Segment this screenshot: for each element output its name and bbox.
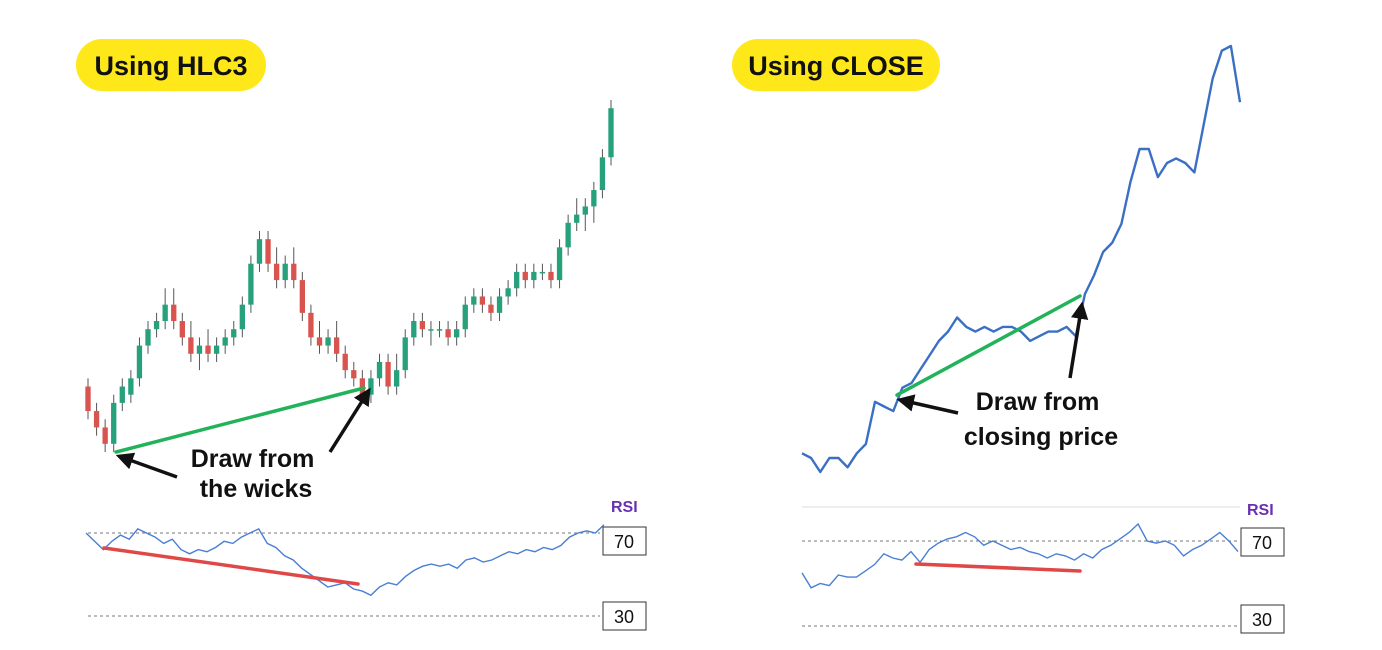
candle-body bbox=[574, 214, 580, 223]
right-rsi-30-box bbox=[1240, 604, 1285, 634]
candle-body bbox=[111, 402, 117, 444]
candle-body bbox=[411, 321, 417, 338]
candle-body bbox=[556, 247, 563, 281]
left-rsi-70-label: 70 bbox=[614, 532, 634, 552]
candle-body bbox=[351, 370, 357, 379]
left-annotation: Draw from the wicks bbox=[191, 445, 322, 503]
right-rsi-divergence-line bbox=[914, 562, 1082, 573]
left-rsi-label: RSI bbox=[611, 499, 638, 516]
right-arrow-to-first-low bbox=[896, 394, 959, 415]
left-arrow-to-first-low bbox=[115, 452, 178, 479]
right-badge-label: Using CLOSE bbox=[748, 51, 924, 81]
right-support-line bbox=[895, 294, 1082, 397]
left-rsi-30-box bbox=[602, 601, 647, 631]
candle-body bbox=[454, 329, 460, 338]
candle-body bbox=[102, 427, 108, 444]
candle-body bbox=[299, 280, 306, 313]
left-rsi-line bbox=[85, 524, 605, 597]
candle-body bbox=[325, 337, 331, 346]
left-annotation-line-1: Draw from bbox=[191, 445, 315, 473]
candle-body bbox=[608, 108, 614, 158]
candle-body bbox=[162, 304, 168, 322]
candle-body bbox=[213, 345, 220, 354]
candle-body bbox=[153, 321, 160, 330]
candle-body bbox=[136, 345, 143, 379]
candle-body bbox=[488, 304, 494, 313]
right-rsi-70-box bbox=[1240, 527, 1285, 557]
candle-body bbox=[496, 296, 503, 313]
candle-body bbox=[471, 296, 477, 305]
candle-body bbox=[248, 263, 254, 305]
candle-body bbox=[282, 263, 288, 281]
candle-body bbox=[428, 329, 434, 331]
candle-body bbox=[145, 329, 151, 346]
left-rsi-30-label: 30 bbox=[614, 607, 634, 627]
candle-body bbox=[565, 222, 571, 248]
candle-body bbox=[393, 370, 400, 387]
candle-body bbox=[222, 337, 228, 346]
right-panel: Using CLOSE Draw from closing price RSI … bbox=[732, 39, 1285, 634]
right-badge-bg bbox=[732, 39, 940, 91]
right-rsi-label: RSI bbox=[1247, 502, 1274, 519]
left-support-line bbox=[114, 386, 366, 454]
candle-body bbox=[119, 386, 125, 403]
candle-body bbox=[359, 378, 366, 395]
left-rsi-divergence-line bbox=[102, 546, 360, 586]
candle-body bbox=[333, 337, 340, 354]
candle-body bbox=[368, 378, 374, 395]
left-rsi-70-box bbox=[602, 526, 647, 556]
right-annotation-line-2: closing price bbox=[964, 423, 1118, 451]
candle-body bbox=[265, 239, 271, 264]
left-panel: Using HLC3 Draw from the wicks RSI 70 30 bbox=[76, 39, 647, 631]
candle-body bbox=[196, 345, 203, 354]
candle-body bbox=[479, 296, 486, 305]
candle-body bbox=[179, 321, 185, 338]
right-arrow-to-second-low bbox=[1068, 301, 1089, 379]
right-rsi-70-label: 70 bbox=[1252, 533, 1272, 553]
candle-body bbox=[539, 271, 546, 274]
left-candles bbox=[85, 100, 614, 452]
candle-body bbox=[385, 361, 391, 387]
candle-body bbox=[342, 353, 348, 371]
candle-body bbox=[505, 288, 511, 297]
right-rsi-30-label: 30 bbox=[1252, 610, 1272, 630]
candle-body bbox=[239, 304, 245, 330]
candle-body bbox=[402, 337, 408, 371]
candle-body bbox=[205, 345, 211, 354]
left-badge-label: Using HLC3 bbox=[94, 51, 247, 81]
candle-body bbox=[531, 271, 537, 281]
candle-body bbox=[514, 271, 520, 289]
candle-body bbox=[376, 361, 383, 379]
candle-body bbox=[436, 329, 443, 331]
candle-body bbox=[273, 263, 280, 281]
candle-body bbox=[548, 271, 554, 281]
candle-body bbox=[445, 329, 451, 338]
candle-body bbox=[256, 239, 263, 264]
candle-body bbox=[591, 190, 597, 207]
right-annotation: Draw from closing price bbox=[964, 388, 1118, 451]
candle-body bbox=[171, 304, 177, 322]
candle-body bbox=[462, 304, 468, 330]
candle-body bbox=[291, 263, 297, 281]
candle-body bbox=[308, 312, 314, 338]
right-annotation-line-1: Draw from bbox=[976, 388, 1100, 416]
candle-body bbox=[188, 337, 194, 354]
candle-body bbox=[316, 337, 323, 346]
candle-body bbox=[522, 271, 528, 281]
candle-body bbox=[599, 157, 606, 191]
candle-body bbox=[93, 411, 100, 428]
candle-body bbox=[85, 386, 91, 412]
left-badge-bg bbox=[76, 39, 266, 91]
left-annotation-line-2: the wicks bbox=[200, 475, 313, 503]
candle-body bbox=[582, 206, 588, 215]
candle-body bbox=[128, 378, 134, 395]
left-arrow-to-second-low bbox=[328, 387, 371, 453]
right-close-line bbox=[801, 44, 1242, 474]
right-rsi-line bbox=[801, 522, 1239, 589]
candle-body bbox=[231, 329, 237, 338]
candle-body bbox=[419, 321, 426, 330]
